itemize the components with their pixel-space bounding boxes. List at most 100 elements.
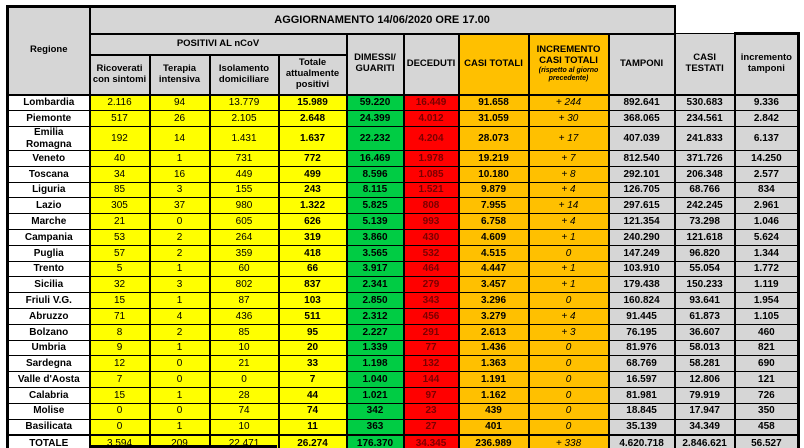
cell-incremento-casi: 0 (527, 402, 610, 420)
cell-isolamento: 22.471 (208, 434, 280, 448)
cell-incremento-casi: + 3 (527, 323, 610, 341)
cell-incremento-casi: 0 (527, 387, 610, 404)
table-title: AGGIORNAMENTO 14/06/2020 ORE 17.00 (88, 5, 676, 35)
cell-terapia: 209 (148, 434, 211, 448)
cell-deceduti: 464 (402, 260, 460, 278)
cell-totale-positivi: 95 (277, 323, 348, 341)
region-name: Umbria (6, 339, 91, 357)
cell-terapia: 3 (148, 276, 211, 294)
cell-tamponi: 81.981 (607, 387, 676, 404)
incremento-casi-label: INCREMENTO CASI TOTALI (536, 44, 601, 67)
cell-deceduti: 808 (402, 197, 460, 215)
cell-incremento-tamponi: 5.624 (733, 229, 801, 246)
cell-tamponi: 81.976 (607, 339, 676, 357)
cell-casi-testati: 530.683 (673, 93, 736, 112)
cell-deceduti: 430 (402, 229, 460, 246)
cell-totale-positivi: 418 (277, 244, 348, 262)
cell-dimessi-guariti: 8.115 (345, 181, 405, 199)
cell-incremento-tamponi: 56.527 (733, 434, 801, 448)
cell-incremento-casi: + 338 (527, 434, 610, 448)
cell-deceduti: 1.978 (402, 150, 460, 167)
cell-ricoverati: 53 (88, 229, 151, 246)
cell-dimessi-guariti: 24.399 (345, 110, 405, 128)
cell-isolamento: 980 (208, 197, 280, 215)
cell-dimessi-guariti: 176.370 (345, 434, 405, 448)
cell-isolamento: 21 (208, 355, 280, 373)
cell-casi-totali: 4.609 (457, 229, 530, 246)
cell-incremento-tamponi: 6.137 (733, 126, 801, 152)
cell-casi-testati: 371.726 (673, 150, 736, 167)
cell-casi-totali: 3.457 (457, 276, 530, 294)
cell-dimessi-guariti: 5.825 (345, 197, 405, 215)
cell-totale-positivi: 243 (277, 181, 348, 199)
cell-casi-testati: 58.281 (673, 355, 736, 373)
cell-isolamento: 13.779 (208, 93, 280, 112)
region-name: Abruzzo (6, 308, 91, 325)
cell-deceduti: 27 (402, 418, 460, 436)
region-name: Trento (6, 260, 91, 278)
cell-tamponi: 179.438 (607, 276, 676, 294)
table-row: Toscana 34 16 449 499 8.596 1.085 10.180 + 8 292.… (6, 165, 801, 183)
cell-deceduti: 144 (402, 371, 460, 389)
cell-tamponi: 160.824 (607, 292, 676, 310)
table-row: Valle d'Aosta 7 0 0 7 1.040 144 1.191 0 16.597 12.… (6, 371, 801, 389)
column-header-ricoverati: Ricoverati con sintomi (88, 54, 151, 96)
cell-casi-testati: 68.766 (673, 181, 736, 199)
cell-isolamento: 264 (208, 229, 280, 246)
cell-casi-testati: 17.947 (673, 402, 736, 420)
cell-terapia: 1 (148, 339, 211, 357)
cell-incremento-tamponi: 2.961 (733, 197, 801, 215)
cell-totale-positivi: 7 (277, 371, 348, 389)
totale-row: TOTALE 3.594 209 22.471 26.274 176.370 34.345 2… (6, 434, 801, 448)
cell-casi-testati: 73.298 (673, 213, 736, 231)
cell-deceduti: 4.012 (402, 110, 460, 128)
column-header-isolamento: Isolamento domiciliare (208, 54, 280, 96)
cell-tamponi: 126.705 (607, 181, 676, 199)
corner-blank (675, 7, 735, 34)
cell-deceduti: 993 (402, 213, 460, 231)
cell-ricoverati: 0 (88, 402, 151, 420)
cell-incremento-tamponi: 121 (733, 371, 801, 389)
cell-ricoverati: 57 (88, 244, 151, 262)
cell-incremento-tamponi: 2.577 (733, 165, 801, 183)
cell-ricoverati: 7 (88, 371, 151, 389)
cell-casi-testati: 12.806 (673, 371, 736, 389)
cell-incremento-tamponi: 726 (733, 387, 801, 404)
cell-totale-positivi: 11 (277, 418, 348, 436)
cell-ricoverati: 192 (88, 126, 151, 152)
cell-dimessi-guariti: 3.565 (345, 244, 405, 262)
region-name: Valle d'Aosta (6, 371, 91, 389)
table-row: Trento 5 1 60 66 3.917 464 4.447 + 1 103.910 55.05… (6, 260, 801, 278)
cell-casi-testati: 2.846.621 (673, 434, 736, 448)
cell-dimessi-guariti: 3.917 (345, 260, 405, 278)
cell-dimessi-guariti: 59.220 (345, 93, 405, 112)
cell-ricoverati: 517 (88, 110, 151, 128)
cell-isolamento: 74 (208, 402, 280, 420)
cell-tamponi: 103.910 (607, 260, 676, 278)
cell-incremento-casi: + 4 (527, 181, 610, 199)
cell-incremento-casi: 0 (527, 355, 610, 373)
cell-isolamento: 436 (208, 308, 280, 325)
cell-dimessi-guariti: 2.227 (345, 323, 405, 341)
column-group-positivi: POSITIVI AL nCoV (88, 33, 348, 56)
cell-tamponi: 76.195 (607, 323, 676, 341)
cell-terapia: 26 (148, 110, 211, 128)
cell-tamponi: 4.620.718 (607, 434, 676, 448)
cell-deceduti: 279 (402, 276, 460, 294)
cell-isolamento: 0 (208, 371, 280, 389)
cell-incremento-tamponi: 1.105 (733, 308, 801, 325)
region-name: Campania (6, 229, 91, 246)
cell-totale-positivi: 66 (277, 260, 348, 278)
cell-isolamento: 802 (208, 276, 280, 294)
cell-isolamento: 1.431 (208, 126, 280, 152)
cell-totale-positivi: 837 (277, 276, 348, 294)
cell-incremento-casi: 0 (527, 371, 610, 389)
cell-tamponi: 812.540 (607, 150, 676, 167)
cell-ricoverati: 40 (88, 150, 151, 167)
cell-incremento-casi: + 1 (527, 276, 610, 294)
cell-dimessi-guariti: 1.040 (345, 371, 405, 389)
table-row: Marche 21 0 605 626 5.139 993 6.758 + 4 121.354 73… (6, 213, 801, 231)
table-row: Umbria 9 1 10 20 1.339 77 1.436 0 81.976 58.013 821 (6, 339, 801, 357)
cell-dimessi-guariti: 2.850 (345, 292, 405, 310)
cell-totale-positivi: 499 (277, 165, 348, 183)
